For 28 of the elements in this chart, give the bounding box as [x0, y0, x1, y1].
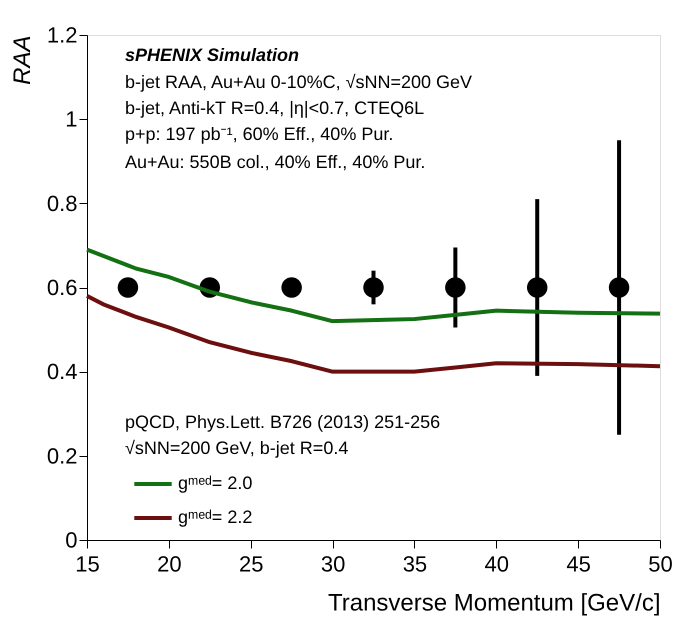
x-tick-label: 30	[320, 552, 346, 576]
annotation: sPHENIX Simulation	[125, 45, 300, 65]
y-axis-title: RAA	[8, 36, 36, 85]
y-tick-label: 0.8	[46, 190, 78, 216]
legend-label: gᵐᵉᵈ= 2.0	[178, 473, 252, 493]
x-axis-title: Transverse Momentum [GeV/c]	[328, 590, 660, 616]
annotation: √sNN=200 GeV, b-jet R=0.4	[125, 438, 348, 458]
y-tick-label: 0.6	[46, 275, 78, 300]
x-tick-label: 20	[157, 552, 182, 576]
line-series	[85, 294, 662, 374]
y-tick-label: 1.2	[46, 22, 78, 48]
legend-label: gᵐᵉᵈ= 2.2	[178, 507, 252, 527]
annotation: b-jet, Anti-kT R=0.4, |η|<0.7, CTEQ6L	[125, 98, 424, 118]
annotation: p+p: 197 pb⁻¹, 60% Eff., 40% Pur.	[125, 124, 394, 144]
annotation: Au+Au: 550B col., 40% Eff., 40% Pur.	[125, 152, 426, 172]
x-tick-label: 45	[566, 552, 591, 576]
annotation: b-jet RAA, Au+Au 0-10%C, √sNN=200 GeV	[125, 72, 472, 92]
y-tick-label: 0.4	[46, 359, 78, 384]
line-series	[85, 248, 662, 324]
x-tick-label: 40	[484, 552, 510, 576]
y-tick-label: 0.2	[46, 443, 78, 468]
x-tick-label: 15	[75, 552, 100, 576]
x-tick-label: 50	[648, 552, 673, 576]
y-tick-label: 0	[65, 528, 78, 552]
y-tick-label: 1	[65, 106, 78, 132]
annotation: pQCD, Phys.Lett. B726 (2013) 251-256	[125, 412, 440, 432]
x-tick-label: 35	[402, 552, 428, 576]
x-tick-label: 25	[238, 552, 264, 576]
